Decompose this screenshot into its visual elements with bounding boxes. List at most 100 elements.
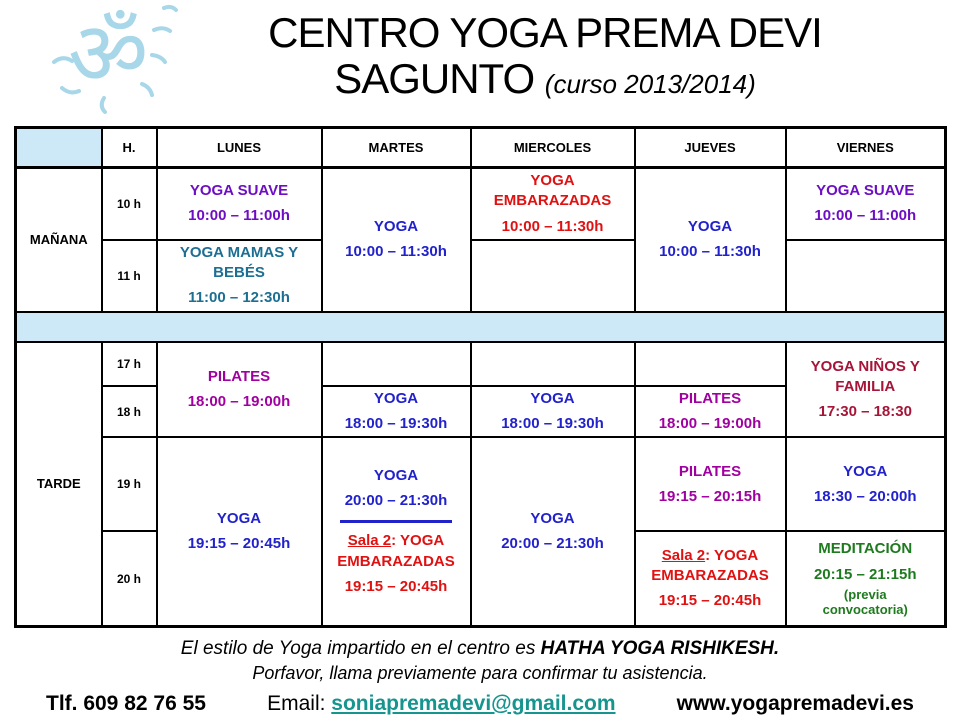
email-group: Email: soniapremadevi@gmail.com [267, 692, 615, 716]
class-time: 20:15 – 21:15h [813, 565, 917, 583]
sala-label: Sala 2 [661, 546, 706, 564]
cell-viernes-20h: MEDITACIÓN 20:15 – 21:15h (previa convoc… [784, 530, 947, 628]
section-manana: MAÑANA [14, 166, 103, 313]
class-name: PILATES [678, 462, 742, 480]
cell-lunes-10h: YOGA SUAVE 10:00 – 11:00h [155, 166, 323, 241]
class-time: 19:15 – 20:45h [187, 535, 291, 552]
class-time: 10:00 – 11:30h [345, 243, 447, 261]
class-name: YOGA [373, 389, 419, 407]
hour-20: 20 h [100, 530, 158, 628]
row-11h: 11 h YOGA MAMAS Y BEBÉS 11:00 – 12:30h [16, 238, 947, 313]
class-time: 20:00 – 21:30h [501, 535, 604, 552]
om-glyph: ॐ [68, 2, 148, 105]
class-name: YOGA SUAVE [189, 182, 289, 200]
section-tarde: TARDE [14, 340, 103, 628]
class-name: PILATES [207, 367, 271, 385]
cell-lunes-pilates: PILATES 18:00 – 19:00h [155, 340, 323, 439]
class-name: YOGA NIÑOS Y FAMILIA [810, 357, 920, 395]
phone-number: Tlf. 609 82 76 55 [46, 692, 206, 715]
page-header: ॐ CENTRO YOGA PREMA DEVI SAGUNTO (curso … [0, 0, 960, 124]
class-name: YOGA [373, 466, 419, 484]
corner-cell [14, 126, 103, 169]
schedule-table: H. LUNES MARTES MIERCOLES JUEVES VIERNES… [14, 126, 947, 628]
cell-lunes-tarde: YOGA 19:15 – 20:45h [155, 436, 323, 628]
class-name: Sala 2: YOGA EMBARAZADAS [638, 546, 783, 587]
hour-18: 18 h [100, 384, 158, 439]
hour-10: 10 h [100, 166, 158, 241]
class-time: 10:00 – 11:00h [814, 207, 917, 225]
class-time: 10:00 – 11:30h [659, 243, 761, 261]
footer-style-bold: HATHA YOGA RISHIKESH. [540, 638, 780, 659]
page-footer: El estilo de Yoga impartido en el centro… [0, 638, 960, 716]
title-line2: SAGUNTO (curso 2013/2014) [150, 56, 940, 102]
class-name: YOGA EMBARAZADAS [493, 172, 612, 210]
om-logo: ॐ [46, 0, 186, 116]
class-name: YOGA [530, 389, 575, 407]
cell-miercoles-18h: YOGA 18:00 – 19:30h [469, 384, 636, 439]
class-time: 19:15 – 20:45h [658, 592, 762, 610]
cell-miercoles-11h-empty [469, 238, 636, 313]
class-name: YOGA [530, 509, 575, 527]
class-name: YOGA MAMAS Y BEBÉS [179, 243, 299, 282]
col-header-viernes: VIERNES [784, 126, 947, 169]
class-name: YOGA [687, 218, 733, 236]
class-time: 18:00 – 19:00h [658, 415, 762, 432]
divider-band-cell [14, 310, 947, 343]
row-17h: TARDE 17 h PILATES 18:00 – 19:00h YOGA N… [14, 340, 947, 628]
sala-label: Sala 2 [347, 532, 392, 550]
cell-miercoles-10h: YOGA EMBARAZADAS 10:00 – 11:30h [469, 166, 636, 241]
class-time: 19:15 – 20:15h [658, 487, 762, 505]
email-link[interactable]: soniapremadevi@gmail.com [331, 692, 616, 715]
cell-viernes-19h: YOGA 18:30 – 20:00h [784, 436, 947, 533]
class-time: 10:00 – 11:00h [188, 207, 290, 225]
cell-martes-tarde: YOGA 20:00 – 21:30h Sala 2: YOGA EMBARAZ… [320, 436, 472, 628]
hour-11: 11 h [100, 238, 158, 313]
cell-viernes-10h: YOGA SUAVE 10:00 – 11:00h [784, 166, 947, 241]
class-name: Sala 2: YOGA EMBARAZADAS [325, 531, 468, 572]
row-20h: 20 h Sala 2: YOGA EMBARAZADAS 19:15 – 20… [16, 530, 947, 628]
page-title: CENTRO YOGA PREMA DEVI SAGUNTO (curso 20… [150, 9, 940, 102]
col-header-miercoles: MIERCOLES [469, 126, 636, 169]
class-lower: Sala 2: YOGA EMBARAZADAS 19:15 – 20:45h [325, 531, 468, 597]
class-name: PILATES [678, 389, 742, 407]
class-name: YOGA SUAVE [816, 182, 915, 200]
title-city: SAGUNTO [334, 55, 545, 103]
sala-rest: : YOGA EMBARAZADAS [651, 546, 769, 584]
cell-jueves-17h-empty [633, 340, 787, 387]
class-time: 18:00 – 19:30h [501, 415, 604, 432]
om-logo-icon: ॐ [52, 2, 178, 114]
cell-jueves-19h: PILATES 19:15 – 20:15h [633, 436, 787, 533]
class-time: 18:30 – 20:00h [813, 487, 917, 505]
divider-band [14, 310, 947, 343]
cell-miercoles-17h-empty [469, 340, 636, 387]
cell-jueves-manana: YOGA 10:00 – 11:30h [633, 166, 787, 313]
class-name: MEDITACIÓN [818, 540, 913, 558]
website-url: www.yogapremadevi.es [676, 692, 914, 715]
col-header-jueves: JUEVES [633, 126, 787, 169]
class-name: YOGA [843, 462, 888, 480]
header-row: H. LUNES MARTES MIERCOLES JUEVES VIERNES [14, 126, 947, 169]
class-time: 17:30 – 18:30 [818, 403, 912, 421]
cell-jueves-20h: Sala 2: YOGA EMBARAZADAS 19:15 – 20:45h [633, 530, 787, 628]
cell-divider-line [340, 520, 452, 524]
col-header-martes: MARTES [320, 126, 472, 169]
sala-rest: : YOGA EMBARAZADAS [337, 532, 455, 570]
cell-jueves-18h: PILATES 18:00 – 19:00h [633, 384, 787, 439]
class-upper: YOGA 20:00 – 21:30h [325, 466, 468, 512]
footer-contact-line: Tlf. 609 82 76 55 Email: soniapremadevi@… [0, 692, 960, 716]
class-time: 18:00 – 19:00h [187, 393, 291, 410]
hour-19: 19 h [100, 436, 158, 533]
class-time: 20:00 – 21:30h [344, 492, 448, 510]
cell-martes-manana: YOGA 10:00 – 11:30h [320, 166, 472, 313]
title-line1: CENTRO YOGA PREMA DEVI [268, 9, 823, 56]
footer-style-text: El estilo de Yoga impartido en el centro… [180, 638, 541, 659]
footer-style-line: El estilo de Yoga impartido en el centro… [0, 638, 960, 660]
cell-viernes-11h-empty [784, 238, 947, 313]
class-time: 18:00 – 19:30h [344, 415, 448, 432]
title-course-year: (curso 2013/2014) [544, 69, 756, 100]
class-time: 19:15 – 20:45h [344, 577, 448, 595]
cell-viernes-ninos: YOGA NIÑOS Y FAMILIA 17:30 – 18:30 [784, 340, 947, 439]
class-name: YOGA [373, 218, 419, 236]
col-header-lunes: LUNES [155, 126, 323, 169]
col-header-hour: H. [100, 126, 158, 169]
